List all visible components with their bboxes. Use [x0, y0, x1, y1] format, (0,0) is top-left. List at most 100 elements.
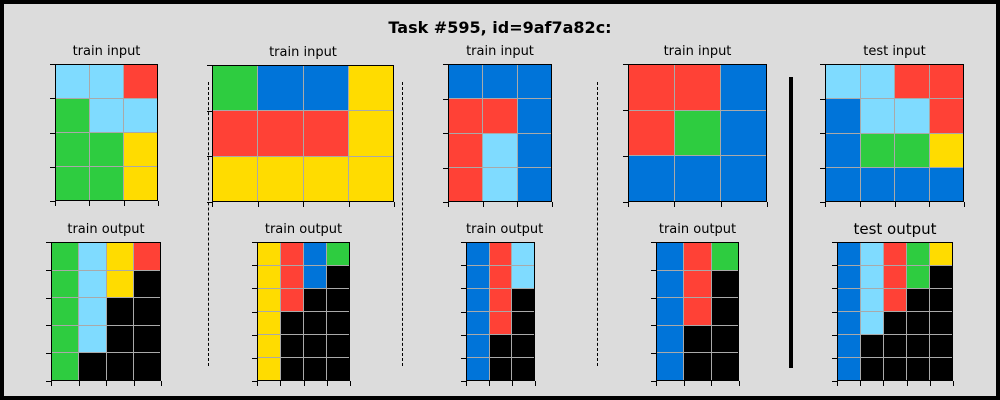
axis-tick — [483, 202, 484, 207]
panel-title-train-input-3: train input — [466, 44, 534, 59]
grid-cell — [657, 243, 684, 270]
axis-tick — [466, 381, 467, 386]
grid-cell — [512, 289, 534, 311]
grid-cell — [133, 325, 160, 353]
grid-cell — [684, 298, 711, 325]
grid-cell — [133, 243, 160, 270]
grid-cell — [304, 358, 326, 380]
axis-tick — [461, 242, 466, 243]
pair-separator-2 — [402, 82, 403, 366]
panel-title-train-output-1: train output — [67, 222, 145, 237]
train-output-4-grid — [656, 242, 739, 381]
train-input-1-grid — [55, 64, 158, 201]
grid-cell — [281, 312, 303, 334]
axis-tick — [461, 358, 466, 359]
grid-cell — [489, 289, 512, 311]
grid-cell — [303, 156, 348, 201]
grid-cell — [684, 353, 711, 380]
train-output-2-grid — [257, 242, 350, 381]
grid-cell — [629, 156, 674, 201]
panel-title-train-input-2: train input — [269, 45, 337, 60]
grid-cell — [90, 133, 123, 166]
axis-tick — [252, 265, 257, 266]
grid-cell — [895, 167, 929, 201]
grid-cell — [861, 243, 883, 265]
grid-cell — [657, 325, 684, 353]
axis-tick — [651, 270, 656, 271]
grid-cell — [711, 353, 738, 380]
grid-cell — [258, 335, 280, 357]
axis-tick — [303, 202, 304, 207]
grid-cell — [721, 110, 766, 156]
grid-cell — [467, 289, 489, 311]
grid-cell — [657, 353, 684, 380]
grid-cell — [449, 99, 483, 133]
grid-cell — [56, 99, 89, 132]
grid-cell — [258, 156, 303, 201]
grid-cell — [79, 243, 106, 270]
axis-tick — [953, 381, 954, 386]
grid-cell — [930, 358, 952, 380]
grid-cell — [517, 167, 551, 201]
grid-cell — [838, 243, 860, 265]
grid-cell — [721, 156, 766, 201]
axis-tick — [212, 202, 213, 207]
grid-cell — [930, 289, 952, 311]
axis-tick — [820, 99, 825, 100]
grid-cell — [517, 99, 551, 133]
grid-cell — [213, 111, 258, 156]
grid-cell — [348, 66, 393, 111]
grid-cell — [907, 243, 929, 265]
grid-cell — [303, 111, 348, 156]
panel-title-train-input-4: train input — [663, 44, 732, 59]
axis-tick — [252, 312, 257, 313]
grid-cell — [133, 298, 160, 325]
grid-cell — [52, 353, 79, 380]
grid-cell — [258, 266, 280, 288]
grid-cell — [884, 335, 906, 357]
grid-cell — [930, 266, 952, 288]
train-output-3-grid — [466, 242, 535, 381]
axis-tick — [711, 381, 712, 386]
axis-tick — [304, 381, 305, 386]
axis-tick — [832, 358, 837, 359]
axis-tick — [252, 358, 257, 359]
axis-tick — [832, 312, 837, 313]
axis-tick — [443, 64, 448, 65]
grid-cell — [303, 66, 348, 111]
axis-tick — [461, 288, 466, 289]
pair-separator-1 — [208, 82, 209, 366]
grid-cell — [56, 167, 89, 200]
axis-tick — [684, 381, 685, 386]
axis-tick — [489, 381, 490, 386]
grid-cell — [512, 335, 534, 357]
axis-tick — [623, 110, 628, 111]
grid-cell — [52, 270, 79, 298]
axis-tick — [50, 98, 55, 99]
grid-cell — [489, 335, 512, 357]
grid-cell — [348, 156, 393, 201]
grid-cell — [489, 266, 512, 288]
axis-tick — [46, 325, 51, 326]
grid-cell — [861, 358, 883, 380]
grid-cell — [895, 133, 929, 167]
grid-cell — [56, 65, 89, 98]
grid-cell — [213, 156, 258, 201]
axis-tick — [651, 325, 656, 326]
grid-cell — [895, 99, 929, 133]
axis-tick — [161, 381, 162, 386]
grid-cell — [133, 353, 160, 380]
grid-cell — [929, 133, 963, 167]
grid-cell — [449, 133, 483, 167]
grid-cell — [684, 325, 711, 353]
axis-tick — [628, 202, 629, 207]
grid-cell — [675, 65, 720, 110]
axis-tick — [820, 168, 825, 169]
grid-cell — [826, 133, 860, 167]
panel-title-train-output-4: train output — [658, 222, 737, 237]
axis-tick — [832, 242, 837, 243]
grid-cell — [512, 266, 534, 288]
axis-tick — [820, 133, 825, 134]
grid-cell — [517, 65, 551, 99]
grid-cell — [467, 243, 489, 265]
